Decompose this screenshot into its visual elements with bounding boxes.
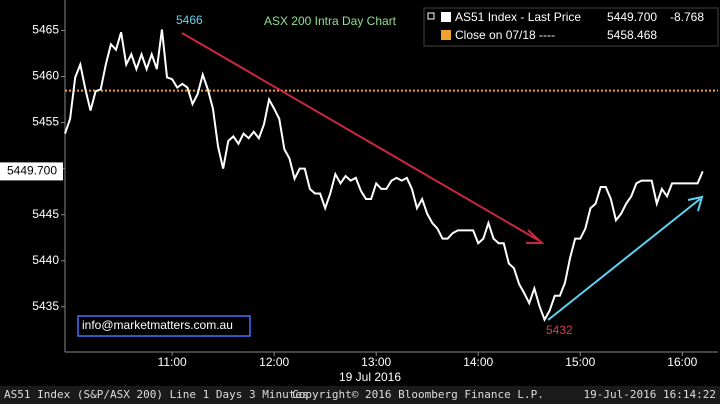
x-tick-label: 13:00: [361, 355, 391, 369]
footer-text: AS51 Index (S&P/ASX 200) Line 1 Days 3 M…: [4, 388, 309, 401]
arrow: [547, 195, 704, 321]
contact-box: [77, 315, 251, 337]
x-tick-label: 11:00: [158, 355, 187, 369]
y-tick-label: 5435: [32, 299, 59, 313]
x-axis-label: 19 Jul 2016: [339, 370, 401, 384]
x-tick-label: 16:00: [667, 355, 697, 369]
annotation: 5432: [546, 323, 573, 337]
arrow: [181, 32, 545, 244]
legend: [423, 7, 719, 47]
x-tick-label: 12:00: [259, 355, 289, 369]
legend-value: 5449.700: [607, 10, 657, 24]
legend-value: 5458.468: [607, 28, 657, 42]
annotation: 5466: [176, 13, 203, 27]
footer-text: Copyright© 2016 Bloomberg Finance L.P.: [292, 388, 544, 401]
legend-swatch: [441, 12, 451, 22]
x-tick-label: 14:00: [463, 355, 493, 369]
legend-label: Close on 07/18 ----: [455, 28, 555, 42]
y-tick-label: 5465: [32, 23, 59, 37]
x-tick-label: 15:00: [565, 355, 595, 369]
footer-band: [0, 386, 720, 404]
y-tick-label: 5445: [32, 207, 59, 221]
last-price-box: [0, 162, 63, 181]
legend-change: -8.768: [670, 10, 704, 24]
y-tick-label: 5440: [32, 253, 59, 267]
chart-title: ASX 200 Intra Day Chart: [264, 14, 397, 28]
footer-text: 19-Jul-2016 16:14:22: [584, 388, 716, 401]
plot: 543554405445545054555460546511:0012:0013…: [0, 23, 718, 369]
price-line: [64, 29, 704, 323]
legend-label: AS51 Index - Last Price: [455, 10, 581, 24]
legend-swatch: [441, 30, 451, 40]
last-price-label: 5449.700: [7, 164, 57, 178]
legend-toggle[interactable]: [427, 12, 435, 20]
contact: info@marketmatters.com.au: [82, 318, 233, 332]
y-tick-label: 5460: [32, 69, 59, 83]
y-tick-label: 5455: [32, 115, 59, 129]
